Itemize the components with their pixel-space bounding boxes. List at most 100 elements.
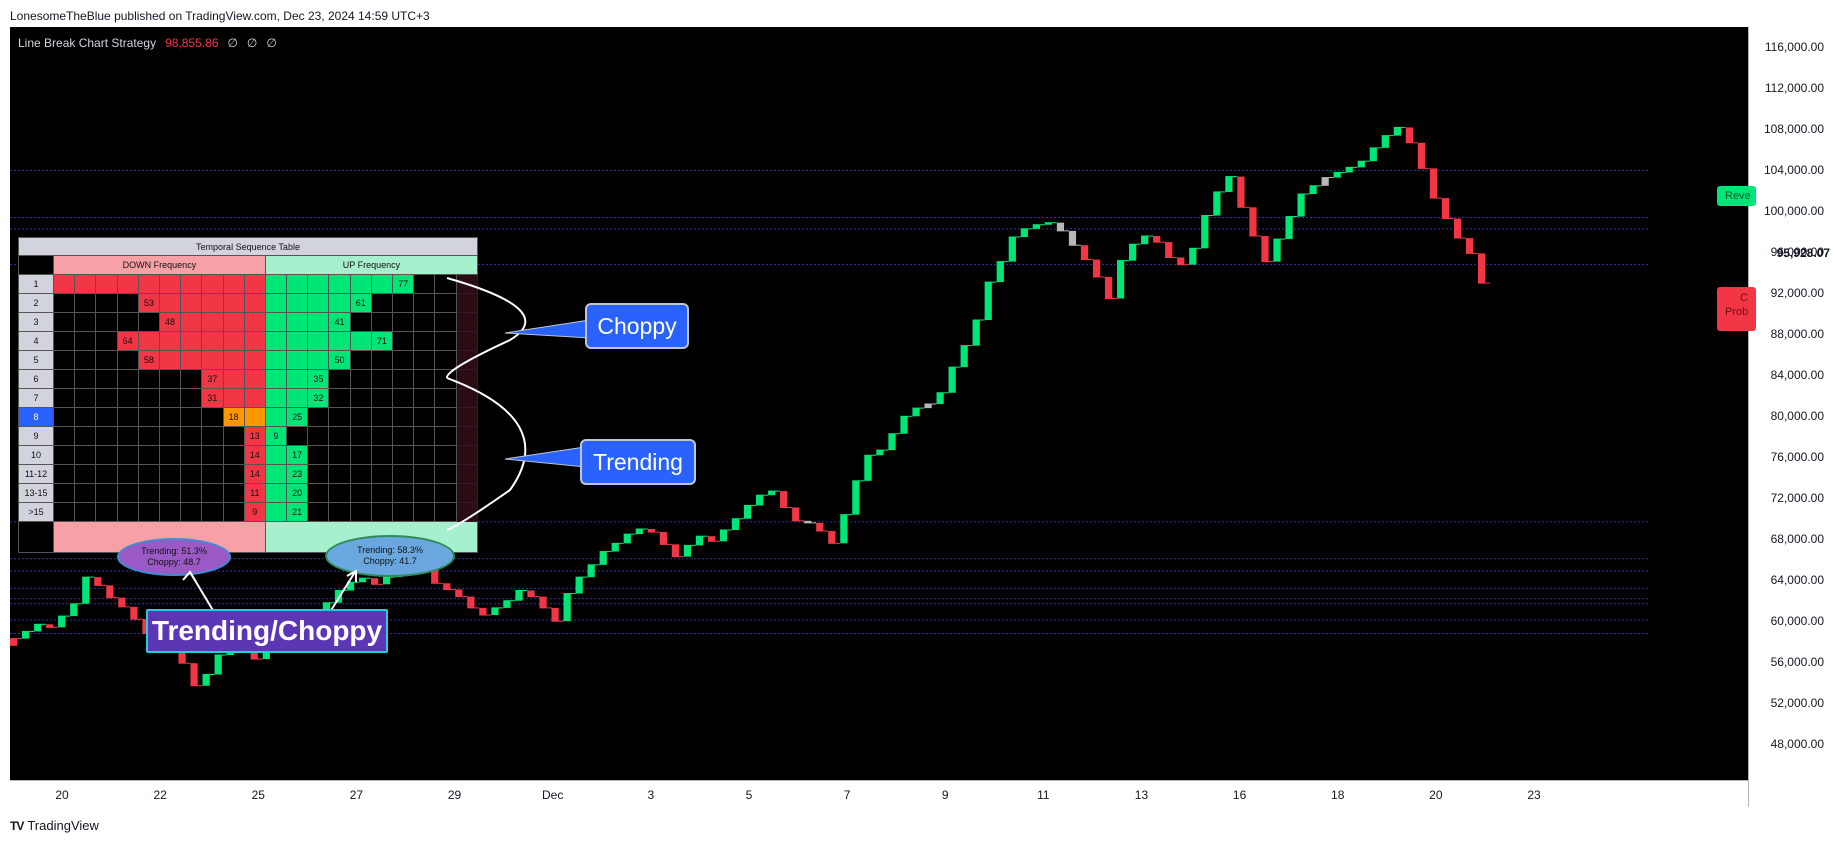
down-cell bbox=[74, 350, 97, 370]
footer-brand[interactable]: TV TradingView bbox=[10, 818, 99, 833]
up-cell bbox=[413, 445, 436, 465]
line-break-brick bbox=[1405, 127, 1413, 143]
up-cell bbox=[413, 407, 436, 427]
up-cell bbox=[455, 293, 479, 313]
up-cell bbox=[328, 502, 351, 522]
up-cell bbox=[286, 293, 309, 313]
down-cell bbox=[116, 502, 139, 522]
down-cell bbox=[95, 388, 118, 408]
up-cell bbox=[391, 312, 415, 332]
up-cell bbox=[328, 274, 351, 294]
summary-corner-cell bbox=[18, 521, 54, 553]
up-cell bbox=[413, 274, 436, 294]
down-cell bbox=[222, 464, 245, 484]
time-tick-label: 25 bbox=[251, 788, 265, 802]
up-cell bbox=[286, 331, 309, 351]
line-break-brick bbox=[1417, 142, 1426, 169]
up-cell bbox=[286, 388, 309, 408]
up-cell bbox=[286, 312, 309, 332]
up-cell bbox=[328, 464, 351, 484]
line-break-brick bbox=[1393, 127, 1401, 136]
line-break-brick bbox=[659, 532, 667, 545]
line-break-brick bbox=[1345, 167, 1353, 173]
line-break-brick bbox=[202, 674, 210, 686]
up-cell bbox=[328, 426, 351, 446]
down-cell bbox=[137, 407, 160, 427]
down-cell: 14 bbox=[243, 464, 266, 484]
line-break-brick bbox=[70, 603, 78, 617]
price-tick-label: 88,000.00 bbox=[1770, 327, 1824, 342]
down-cell bbox=[95, 331, 118, 351]
down-cell bbox=[52, 483, 76, 503]
up-cell bbox=[307, 445, 330, 465]
down-cell bbox=[222, 445, 245, 465]
up-cell bbox=[413, 369, 436, 389]
row-label: 3 bbox=[18, 312, 54, 332]
down-cell bbox=[52, 502, 76, 522]
line-break-brick bbox=[1477, 253, 1486, 284]
up-cell bbox=[434, 483, 457, 503]
up-cell: 71 bbox=[370, 331, 394, 351]
line-break-brick bbox=[1285, 216, 1293, 240]
legend-symbol-icon: ∅ bbox=[266, 36, 277, 50]
down-cell bbox=[201, 426, 224, 446]
down-cell bbox=[95, 312, 118, 332]
up-cell bbox=[455, 445, 479, 465]
line-break-brick bbox=[1129, 244, 1137, 261]
down-cell bbox=[180, 407, 203, 427]
up-cell bbox=[455, 388, 479, 408]
table-row: >15 9 21 bbox=[18, 502, 479, 522]
up-cell bbox=[413, 388, 436, 408]
prob-line1: C bbox=[1740, 292, 1748, 304]
line-break-brick bbox=[1092, 259, 1101, 277]
up-cell bbox=[391, 502, 415, 522]
up-choppy-text: Choppy: 41.7 bbox=[363, 556, 417, 566]
down-cell bbox=[137, 312, 160, 332]
up-cell bbox=[434, 464, 457, 484]
down-cell: 9 bbox=[243, 502, 266, 522]
up-cell bbox=[370, 293, 394, 313]
line-break-brick bbox=[358, 578, 367, 583]
up-cell bbox=[370, 407, 394, 427]
up-cell bbox=[455, 407, 479, 427]
down-cell bbox=[201, 350, 224, 370]
indicator-name[interactable]: Line Break Chart Strategy bbox=[18, 36, 157, 50]
line-break-brick bbox=[1273, 239, 1281, 262]
down-cell bbox=[116, 293, 139, 313]
up-cell bbox=[264, 312, 288, 332]
up-cell bbox=[307, 407, 330, 427]
down-cell bbox=[158, 502, 182, 522]
down-cell bbox=[137, 426, 160, 446]
up-cell bbox=[370, 445, 394, 465]
up-cell bbox=[286, 350, 309, 370]
up-cell bbox=[349, 312, 372, 332]
trending-label: Trending bbox=[580, 439, 696, 485]
down-trending-text: Trending: 51.3% bbox=[141, 546, 207, 556]
line-break-brick bbox=[130, 606, 138, 620]
down-cell bbox=[158, 426, 182, 446]
down-cell bbox=[116, 350, 139, 370]
line-break-brick bbox=[214, 655, 222, 675]
down-cell bbox=[243, 350, 266, 370]
line-break-brick bbox=[1249, 207, 1257, 236]
down-frequency-header: DOWN Frequency bbox=[53, 255, 266, 275]
down-cell bbox=[95, 426, 118, 446]
line-break-brick bbox=[780, 491, 788, 508]
down-cell bbox=[180, 388, 203, 408]
line-break-brick bbox=[527, 590, 535, 597]
up-cell bbox=[370, 274, 394, 294]
time-tick-label: 27 bbox=[349, 788, 364, 802]
up-cell bbox=[455, 464, 479, 484]
time-axis[interactable]: 20 22 25 27 29 Dec 3 5 7 9 11 13 16 18 20 23 bbox=[10, 780, 1748, 808]
price-axis[interactable]: 116,000.00 112,000.00 108,000.00 104,000.00… bbox=[1748, 27, 1833, 807]
up-cell: 41 bbox=[328, 312, 351, 332]
down-cell bbox=[116, 445, 139, 465]
line-break-brick bbox=[828, 531, 836, 544]
up-cell bbox=[370, 350, 394, 370]
down-cell bbox=[201, 293, 224, 313]
up-cell bbox=[434, 293, 457, 313]
down-cell bbox=[95, 350, 118, 370]
table-row: 8 18 25 bbox=[18, 407, 479, 427]
line-break-brick bbox=[876, 450, 884, 456]
down-cell bbox=[180, 464, 203, 484]
